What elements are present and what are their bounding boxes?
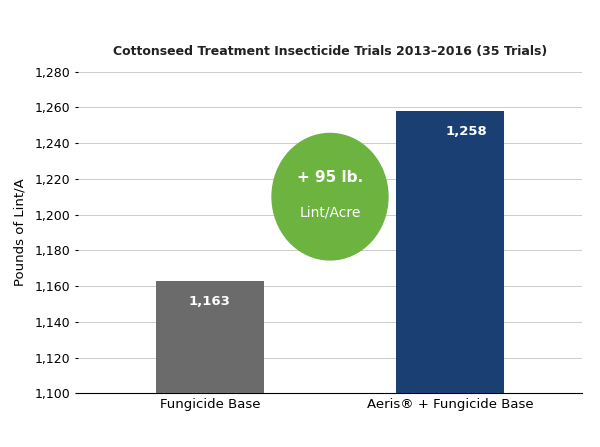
Ellipse shape [272,134,388,260]
Text: Cottonseed Treatment Insecticide Trials 2013–2016 (35 Trials): Cottonseed Treatment Insecticide Trials … [113,45,547,58]
Text: HIGHER YIELD POTENTIAL: HIGHER YIELD POTENTIAL [159,16,441,35]
Text: Lint/Acre: Lint/Acre [299,206,361,220]
Y-axis label: Pounds of Lint/A: Pounds of Lint/A [13,178,26,287]
Bar [396,111,504,447]
Text: + 95 lb.: + 95 lb. [297,170,363,185]
Text: 1,163: 1,163 [189,295,231,308]
Text: 1,258: 1,258 [445,125,487,138]
Bar [156,281,264,447]
